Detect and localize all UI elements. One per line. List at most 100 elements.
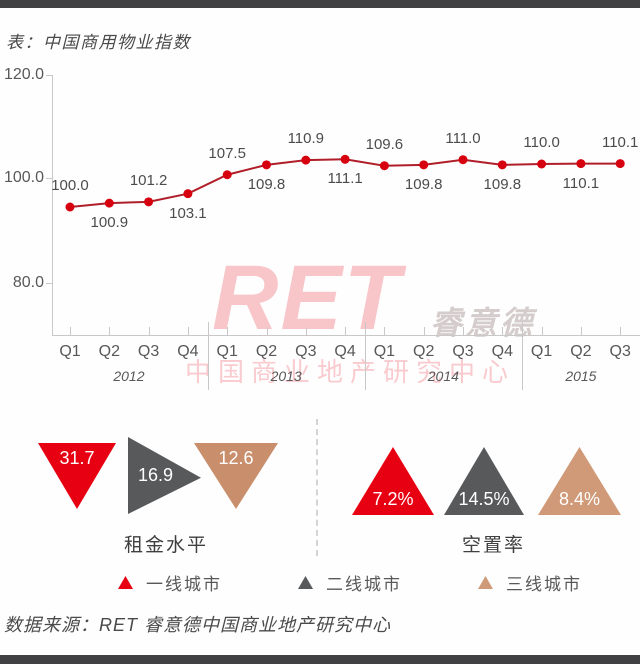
rent-tier3-triangle: 12.6: [194, 443, 278, 509]
data-point-value-label: 100.9: [90, 214, 129, 232]
tier3-triangle-icon: [478, 576, 493, 589]
x-axis-quarter-label: Q4: [334, 343, 356, 360]
watermark-subtitle: 中国商业地产研究中心: [185, 357, 516, 387]
data-point-value-label: 109.8: [247, 175, 286, 193]
x-axis-quarter-label: Q2: [570, 343, 592, 360]
data-point-value-label: 101.2: [129, 171, 168, 189]
data-point-value-label: 107.5: [208, 144, 246, 162]
x-axis-tick-mark: [620, 327, 622, 335]
data-point-marker: [301, 155, 311, 165]
x-axis-tick-mark: [541, 327, 543, 335]
data-point-value-label: 109.8: [404, 175, 443, 193]
data-point-value-label: 103.1: [169, 204, 207, 222]
data-point-marker: [615, 159, 625, 169]
data-point-marker: [144, 197, 154, 207]
data-source-text: 数据来源：RET 睿意德中国商业地产研究中心: [4, 615, 391, 635]
x-axis-quarter-label: Q3: [609, 343, 631, 360]
data-point-value-label: 110.1: [601, 133, 639, 151]
x-axis-tick-mark: [148, 327, 150, 335]
x-axis-quarter-label: Q1: [59, 343, 81, 360]
rent-tier2-triangle: 16.9: [128, 437, 201, 514]
x-axis-quarter-label: Q1: [216, 343, 238, 360]
data-point-value-label: 111.1: [327, 170, 363, 188]
vacancy-rate-label: 空置率: [462, 535, 526, 556]
data-point-marker: [222, 170, 232, 180]
index-series-line: [69, 158, 621, 208]
x-axis-year-label: 2013: [270, 368, 302, 384]
dashed-divider: [316, 419, 318, 556]
y-axis-tick-label: 80.0: [12, 274, 44, 291]
chart-title: 表：中国商用物业指数: [6, 33, 191, 52]
legend-label-tier1: 一线城市: [146, 575, 222, 594]
x-axis-quarter-label: Q3: [137, 343, 160, 360]
vacancy-tier1-triangle: 7.2%: [352, 447, 434, 515]
x-axis-tick-mark: [345, 327, 347, 335]
x-axis-line: [52, 335, 640, 336]
x-axis-quarter-label: Q4: [177, 343, 199, 360]
x-axis-tick-mark: [227, 327, 229, 335]
rent-tier1-triangle: 31.7: [38, 443, 116, 509]
rent-tier2-value: 16.9: [137, 465, 174, 485]
data-point-marker: [458, 155, 468, 165]
data-point-marker: [379, 161, 389, 171]
data-point-value-label: 109.8: [483, 175, 522, 193]
x-axis-quarter-label: Q4: [491, 343, 513, 360]
data-point-marker: [65, 202, 75, 212]
x-axis-year-label: 2015: [565, 368, 597, 384]
x-axis-quarter-label: Q1: [373, 343, 396, 360]
vacancy-tier3-value: 8.4%: [558, 489, 601, 509]
x-axis-tick-mark: [305, 327, 307, 335]
year-separator-line: [364, 322, 366, 390]
data-point-value-label: 109.6: [365, 135, 404, 153]
legend-item-tier3: 三线城市: [478, 570, 582, 595]
x-axis-tick-mark: [266, 327, 268, 335]
x-axis-quarter-label: Q2: [255, 343, 278, 360]
legend-item-tier1: 一线城市: [118, 570, 222, 595]
x-axis-tick-mark: [423, 327, 425, 335]
x-axis-quarter-label: Q2: [98, 343, 120, 360]
tier2-triangle-icon: [298, 576, 313, 589]
data-point-value-label: 110.0: [523, 134, 560, 151]
data-point-value-label: 110.1: [562, 174, 600, 192]
x-axis-tick-mark: [70, 327, 71, 335]
x-axis-year-label: 2012: [113, 368, 145, 384]
data-point-marker: [419, 160, 429, 170]
rent-tier3-value: 12.6: [218, 448, 254, 468]
x-axis-tick-mark: [463, 327, 464, 335]
y-axis-line: [52, 75, 53, 336]
year-separator-line: [207, 322, 209, 390]
y-axis-tick-label: 100.0: [3, 169, 44, 186]
data-point-value-label: 110.9: [287, 130, 325, 148]
legend-label-tier3: 三线城市: [506, 575, 582, 594]
x-axis-tick-mark: [502, 327, 504, 335]
data-point-marker: [497, 160, 507, 170]
vacancy-tier3-triangle: 8.4%: [538, 447, 621, 515]
data-point-marker: [183, 189, 193, 199]
data-point-marker: [537, 159, 547, 169]
x-axis-tick-mark: [384, 327, 386, 335]
data-point-marker: [340, 154, 350, 164]
legend-label-tier2: 二线城市: [326, 575, 402, 594]
x-axis-tick-mark: [187, 327, 189, 335]
x-axis-year-label: 2014: [427, 368, 459, 384]
bottom-border-bar: [0, 655, 640, 664]
y-axis-tick-label: 120.0: [3, 66, 44, 83]
year-separator-line: [521, 322, 523, 390]
vacancy-tier1-value: 7.2%: [372, 489, 414, 509]
x-axis-quarter-label: Q3: [295, 343, 317, 360]
x-axis-quarter-label: Q1: [530, 343, 553, 360]
tier1-triangle-icon: [118, 576, 133, 589]
data-point-value-label: 111.0: [445, 129, 481, 147]
x-axis-quarter-label: Q2: [413, 343, 435, 360]
data-point-marker: [104, 198, 114, 208]
data-point-marker: [576, 159, 586, 169]
vacancy-tier2-value: 14.5%: [458, 489, 510, 509]
watermark-ret-chinese-logo: 睿意德: [430, 305, 536, 341]
x-axis-quarter-label: Q3: [452, 343, 474, 360]
data-point-value-label: 100.0: [51, 177, 89, 194]
data-point-marker: [262, 160, 271, 170]
rent-level-label: 租金水平: [124, 535, 209, 556]
